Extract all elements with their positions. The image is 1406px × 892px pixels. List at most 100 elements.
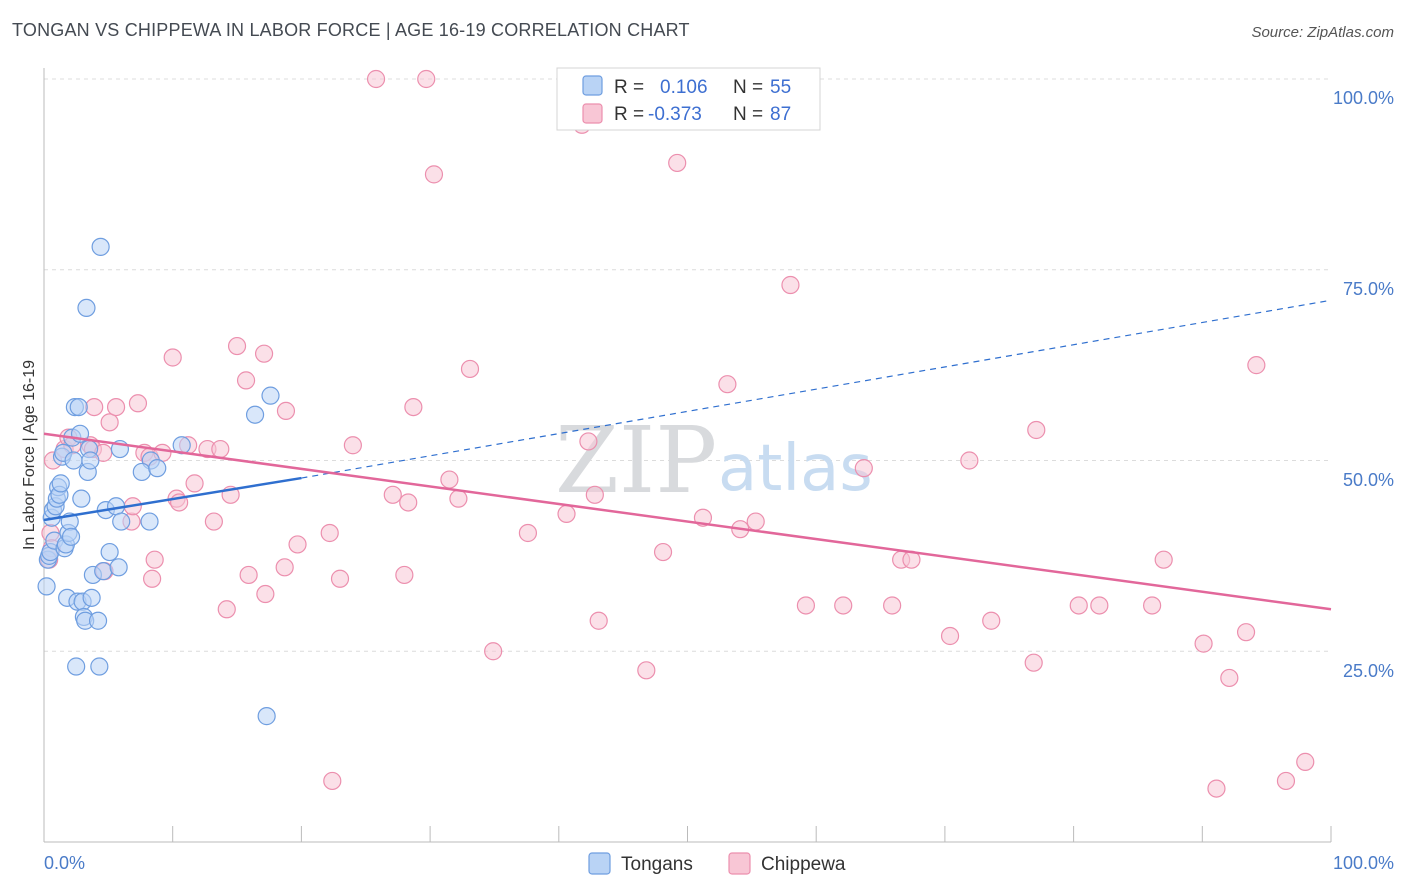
chippewa-point-36	[256, 584, 275, 604]
chippewa-point-79	[1027, 420, 1046, 440]
source-label: Source: ZipAtlas.com	[1251, 24, 1394, 41]
tongans-point-27	[72, 489, 91, 508]
chippewa-point-59	[585, 485, 604, 504]
tongans-point-21	[64, 451, 83, 470]
tongans-point-38	[90, 657, 109, 676]
tongans-point-19	[61, 527, 81, 546]
chippewa-point-72	[883, 596, 902, 615]
chippewa-point-46	[395, 565, 414, 585]
chippewa-point-69	[796, 596, 816, 615]
tongans-point-39	[91, 237, 110, 256]
chippewa-point-47	[399, 493, 418, 512]
tongans-point-42	[100, 542, 119, 562]
tongans-point-53	[257, 707, 276, 726]
chippewa-point-90	[1296, 752, 1315, 771]
y-tick-label-75: 75.0%	[1343, 279, 1394, 299]
legend-swatch-tongans	[582, 75, 603, 96]
chippewa-points	[40, 69, 1315, 798]
tongans-trend-line	[43, 476, 302, 522]
series-legend: Tongans Chippewa	[588, 852, 846, 875]
x-axis-ticks	[43, 826, 1332, 842]
chippewa-point-80	[1069, 596, 1088, 615]
chippewa-point-60	[589, 611, 608, 630]
tongans-point-35	[82, 588, 101, 607]
chippewa-point-51	[440, 470, 459, 489]
legend-r-label-chippewa: R =	[614, 104, 644, 125]
tongans-point-49	[132, 462, 151, 482]
legend-n-label-chippewa: N =	[733, 104, 763, 125]
bottom-legend-swatch-chippewa	[728, 852, 751, 875]
y-tick-label-25: 25.0%	[1343, 661, 1394, 681]
chippewa-point-40	[320, 523, 339, 543]
chippewa-point-87	[1236, 623, 1256, 642]
legend-r-label-tongans: R =	[614, 77, 644, 98]
chippewa-point-54	[484, 642, 503, 661]
x-tick-label-0: 0.0%	[44, 853, 85, 873]
chippewa-point-43	[343, 436, 362, 455]
chippewa-point-13	[106, 397, 126, 417]
chippewa-point-20	[145, 550, 164, 569]
tongans-point-54	[261, 386, 280, 405]
bottom-legend-label-tongans: Tongans	[621, 854, 693, 875]
chippewa-point-42	[330, 569, 350, 588]
chippewa-point-86	[1220, 668, 1239, 688]
chippewa-point-28	[204, 512, 223, 531]
chippewa-point-61	[637, 661, 656, 680]
chippewa-point-76	[960, 451, 979, 470]
chippewa-point-34	[239, 565, 258, 585]
tongans-point-11	[51, 474, 70, 493]
chippewa-point-50	[424, 165, 444, 184]
tongans-point-47	[140, 512, 159, 531]
y-tick-label-100: 100.0%	[1333, 88, 1394, 108]
chippewa-point-16	[128, 394, 148, 413]
chippewa-point-38	[276, 401, 296, 421]
chippewa-point-48	[404, 397, 423, 417]
chippewa-point-62	[653, 542, 673, 562]
chippewa-point-63	[668, 153, 687, 173]
tongans-point-50	[148, 459, 167, 478]
watermark-atlas: atlas	[718, 432, 873, 506]
chippewa-point-37	[275, 558, 294, 577]
chippewa-trend-line	[43, 432, 1332, 611]
legend-r-value-chippewa: -0.373	[648, 104, 702, 125]
chippewa-point-22	[163, 348, 182, 367]
tongans-point-52	[245, 405, 265, 424]
bottom-legend-label-chippewa: Chippewa	[761, 854, 846, 875]
chippewa-point-81	[1090, 596, 1109, 615]
chippewa-point-49	[417, 69, 436, 89]
bottom-legend-swatch-tongans	[588, 852, 611, 875]
tongans-point-23	[67, 657, 86, 676]
chippewa-point-29	[211, 439, 230, 459]
chippewa-point-45	[383, 485, 402, 504]
tongans-point-25	[69, 397, 88, 417]
chippewa-point-55	[518, 523, 538, 543]
chippewa-point-78	[1024, 653, 1043, 672]
legend-n-value-tongans: 55	[770, 77, 791, 98]
chippewa-point-26	[185, 474, 204, 493]
chippewa-point-82	[1143, 596, 1162, 615]
tongans-point-31	[77, 298, 96, 317]
x-tick-label-100: 100.0%	[1333, 853, 1394, 873]
chippewa-point-32	[227, 336, 247, 356]
tongans-point-44	[109, 558, 128, 577]
chippewa-point-83	[1154, 550, 1173, 569]
chippewa-point-68	[781, 275, 800, 295]
chippewa-point-75	[940, 626, 960, 646]
chippewa-point-85	[1207, 779, 1226, 798]
watermark-zip: ZIP	[555, 407, 717, 514]
chippewa-point-89	[1276, 771, 1296, 791]
chippewa-point-88	[1247, 356, 1266, 375]
chippewa-point-84	[1194, 634, 1213, 653]
y-tick-label-50: 50.0%	[1343, 470, 1394, 490]
tongans-trend-extension	[301, 299, 1332, 479]
chippewa-point-44	[366, 69, 386, 89]
legend-swatch-chippewa	[582, 103, 603, 124]
tongans-point-34	[81, 451, 100, 470]
chippewa-point-39	[288, 535, 307, 554]
chippewa-point-30	[217, 600, 236, 619]
y-axis-title: In Labor Force | Age 16-19	[21, 360, 38, 550]
chippewa-point-71	[854, 459, 873, 478]
chippewa-point-67	[746, 512, 765, 531]
chippewa-point-70	[834, 596, 853, 615]
